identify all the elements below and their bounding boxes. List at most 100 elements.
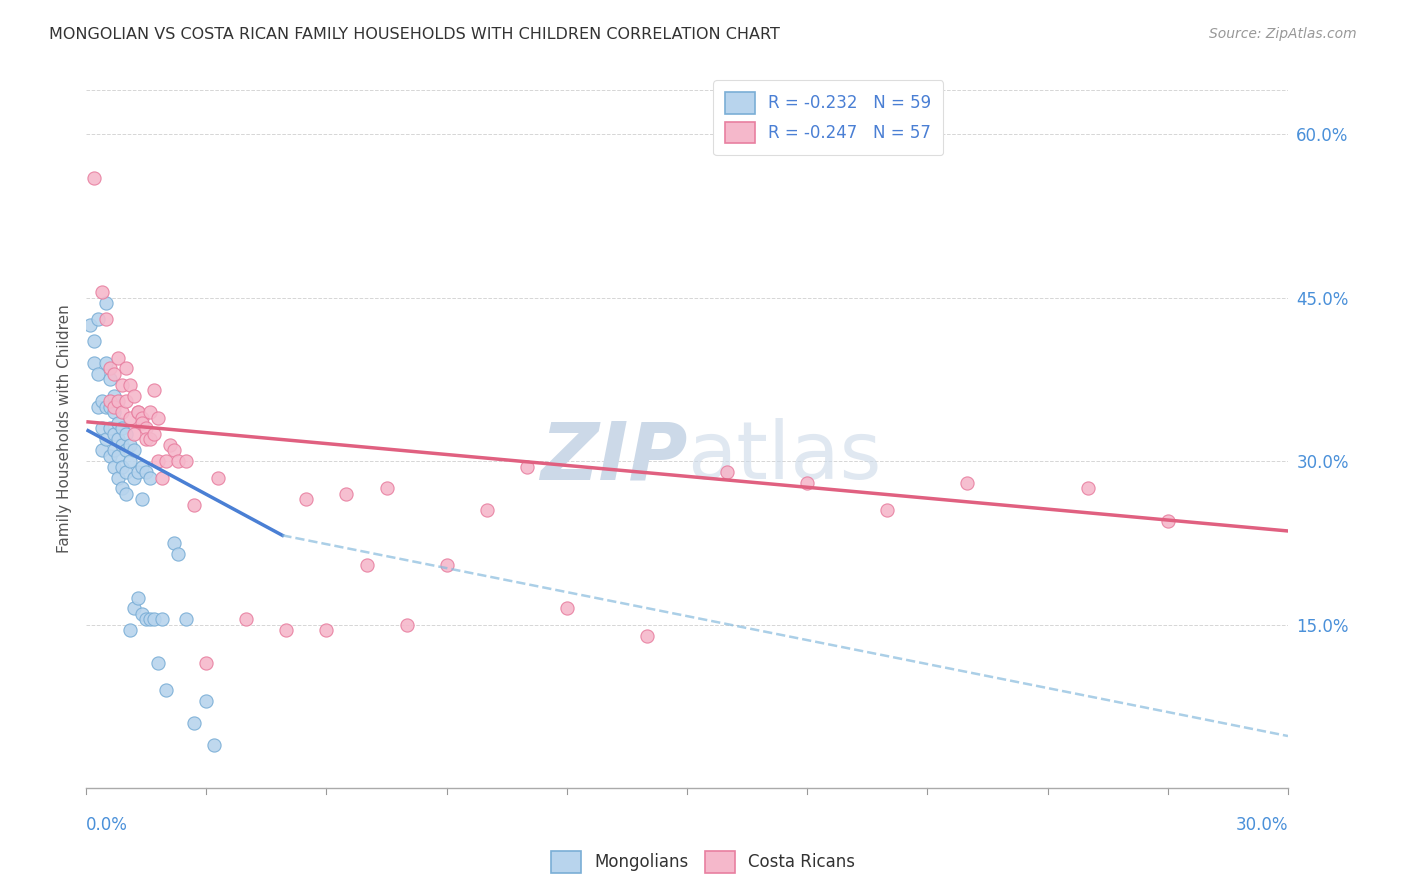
Point bbox=[131, 410, 153, 425]
Point bbox=[155, 683, 177, 698]
Point bbox=[91, 394, 114, 409]
Point bbox=[167, 547, 190, 561]
Point bbox=[127, 465, 149, 479]
Point bbox=[516, 459, 538, 474]
Point bbox=[98, 400, 121, 414]
Point bbox=[135, 421, 157, 435]
Point bbox=[103, 459, 125, 474]
Point bbox=[139, 470, 162, 484]
Point bbox=[131, 416, 153, 430]
Text: 0.0%: 0.0% bbox=[86, 815, 128, 834]
Point bbox=[163, 536, 186, 550]
Text: 30.0%: 30.0% bbox=[1236, 815, 1288, 834]
Point bbox=[139, 612, 162, 626]
Point bbox=[195, 694, 218, 708]
Point bbox=[103, 389, 125, 403]
Point bbox=[135, 433, 157, 447]
Point bbox=[87, 312, 110, 326]
Point bbox=[91, 443, 114, 458]
Point bbox=[120, 438, 142, 452]
Point bbox=[636, 629, 658, 643]
Point bbox=[150, 612, 173, 626]
Point bbox=[183, 715, 205, 730]
Point bbox=[131, 459, 153, 474]
Point bbox=[155, 454, 177, 468]
Point bbox=[139, 405, 162, 419]
Point bbox=[107, 470, 129, 484]
Point bbox=[98, 394, 121, 409]
Point bbox=[103, 367, 125, 381]
Point bbox=[98, 372, 121, 386]
Point bbox=[120, 410, 142, 425]
Point bbox=[195, 656, 218, 670]
Point bbox=[131, 492, 153, 507]
Point bbox=[107, 416, 129, 430]
Legend: Mongolians, Costa Ricans: Mongolians, Costa Ricans bbox=[544, 845, 862, 880]
Point bbox=[148, 656, 170, 670]
Point bbox=[91, 421, 114, 435]
Point bbox=[276, 624, 298, 638]
Point bbox=[115, 426, 138, 441]
Point bbox=[87, 367, 110, 381]
Point bbox=[87, 400, 110, 414]
Point bbox=[163, 443, 186, 458]
Point bbox=[167, 454, 190, 468]
Point bbox=[98, 449, 121, 463]
Point bbox=[183, 498, 205, 512]
Point bbox=[94, 433, 117, 447]
Point bbox=[235, 612, 257, 626]
Text: MONGOLIAN VS COSTA RICAN FAMILY HOUSEHOLDS WITH CHILDREN CORRELATION CHART: MONGOLIAN VS COSTA RICAN FAMILY HOUSEHOL… bbox=[49, 27, 780, 42]
Point bbox=[122, 389, 145, 403]
Point bbox=[716, 465, 738, 479]
Point bbox=[796, 475, 818, 490]
Point bbox=[111, 421, 134, 435]
Point bbox=[1157, 514, 1180, 528]
Point bbox=[207, 470, 229, 484]
Point bbox=[150, 470, 173, 484]
Point bbox=[111, 482, 134, 496]
Point bbox=[94, 296, 117, 310]
Point bbox=[139, 433, 162, 447]
Point bbox=[103, 443, 125, 458]
Point bbox=[335, 487, 357, 501]
Point bbox=[79, 318, 101, 332]
Point bbox=[120, 377, 142, 392]
Point bbox=[135, 465, 157, 479]
Point bbox=[107, 449, 129, 463]
Text: ZIP: ZIP bbox=[540, 418, 688, 496]
Legend: R = -0.232   N = 59, R = -0.247   N = 57: R = -0.232 N = 59, R = -0.247 N = 57 bbox=[713, 80, 943, 155]
Point bbox=[395, 617, 418, 632]
Point bbox=[475, 503, 498, 517]
Point bbox=[111, 459, 134, 474]
Point bbox=[356, 558, 378, 572]
Point bbox=[143, 384, 166, 398]
Point bbox=[83, 334, 105, 349]
Point bbox=[98, 361, 121, 376]
Point bbox=[122, 426, 145, 441]
Point bbox=[91, 285, 114, 299]
Point bbox=[315, 624, 337, 638]
Point bbox=[120, 454, 142, 468]
Point bbox=[83, 170, 105, 185]
Point bbox=[83, 356, 105, 370]
Point bbox=[127, 591, 149, 605]
Point bbox=[103, 400, 125, 414]
Point bbox=[107, 351, 129, 365]
Y-axis label: Family Households with Children: Family Households with Children bbox=[58, 304, 72, 553]
Text: Source: ZipAtlas.com: Source: ZipAtlas.com bbox=[1209, 27, 1357, 41]
Point bbox=[122, 443, 145, 458]
Point bbox=[107, 433, 129, 447]
Point bbox=[174, 454, 197, 468]
Point bbox=[143, 612, 166, 626]
Point bbox=[115, 487, 138, 501]
Point bbox=[122, 601, 145, 615]
Point bbox=[94, 312, 117, 326]
Point bbox=[1077, 482, 1099, 496]
Point bbox=[94, 400, 117, 414]
Point bbox=[131, 607, 153, 621]
Point bbox=[159, 438, 181, 452]
Point bbox=[375, 482, 398, 496]
Point bbox=[876, 503, 898, 517]
Point bbox=[115, 361, 138, 376]
Point bbox=[127, 405, 149, 419]
